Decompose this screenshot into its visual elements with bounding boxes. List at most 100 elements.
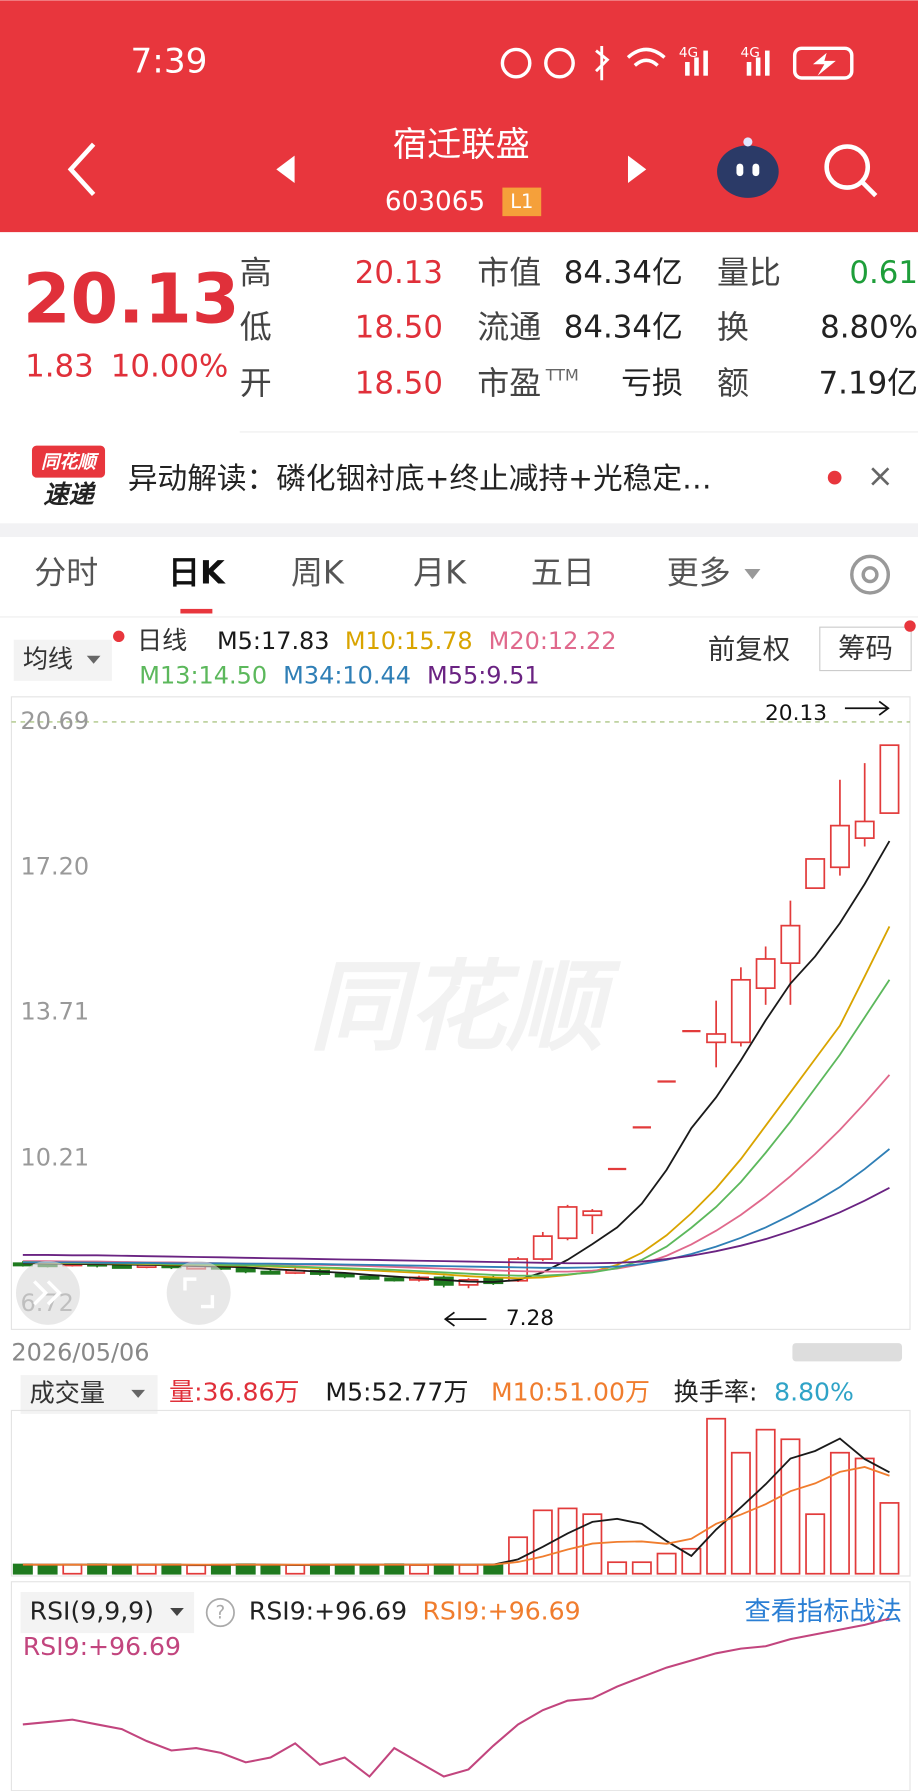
volume-label: 量:36.86万 — [169, 1377, 300, 1406]
y-tick-label: 17.20 — [21, 852, 90, 880]
y-tick-label: 20.69 — [21, 707, 90, 735]
status-time: 7:39 — [131, 42, 208, 82]
tab[interactable]: 五日 — [531, 554, 595, 592]
fullscreen-button[interactable] — [166, 1260, 231, 1325]
volume-bar — [334, 1563, 355, 1575]
news-text[interactable]: 异动解读：磷化铟衬底+终止减持+光稳定… — [128, 460, 712, 495]
search-icon — [824, 144, 871, 190]
chips-button[interactable]: 筹码 — [838, 634, 893, 665]
volume-bar — [879, 1502, 900, 1575]
indicator-link[interactable]: 查看指标战法 — [745, 1597, 903, 1627]
stat-value: 8.80% — [820, 310, 918, 346]
volume-bar — [285, 1564, 306, 1575]
candle-body — [384, 1277, 405, 1282]
low-arrow — [443, 1311, 487, 1327]
volume-bar — [607, 1561, 628, 1575]
prev-stock-button[interactable] — [276, 155, 295, 184]
signal-bar — [685, 61, 690, 76]
volume-bar — [780, 1438, 801, 1575]
volume-bar — [730, 1451, 751, 1575]
next-stock-button[interactable] — [627, 155, 647, 184]
dropdown-arrow — [131, 1389, 146, 1398]
watermark: 同花顺 — [309, 951, 621, 1065]
signal-bar — [765, 50, 770, 76]
tab[interactable]: 月K — [413, 554, 467, 592]
candle-body — [879, 744, 900, 814]
legend-entry: M34:10.44 — [283, 661, 411, 689]
help[interactable]: ? — [216, 1603, 226, 1624]
ma-line — [22, 1186, 890, 1265]
stats-grid: 高 20.13 市值 84.34亿 量比 0.61 低 18.50 流通 84.34亿换 8.80%… — [240, 253, 918, 402]
turnover-value: 8.80% — [774, 1377, 854, 1406]
robot-eye — [736, 163, 744, 177]
dot — [113, 630, 125, 643]
volume-bar — [458, 1564, 479, 1575]
rsi-title[interactable]: RSI(9,9,9) — [30, 1597, 154, 1626]
volume-bar — [755, 1428, 776, 1575]
news-logo: 同花顺 — [41, 452, 99, 473]
candle-body — [854, 820, 875, 839]
date: 2026/05/06 — [11, 1338, 149, 1366]
search-button[interactable] — [824, 144, 878, 198]
search-icon — [860, 180, 878, 198]
stat-value: 18.50 — [355, 366, 443, 402]
volume-bar — [483, 1563, 504, 1575]
volume-bar — [557, 1507, 578, 1575]
change-pct: 10.00% — [111, 348, 229, 384]
stat-label: 流通 — [477, 308, 541, 346]
volume-bar — [309, 1563, 330, 1575]
rsi-select-bg[interactable] — [20, 1591, 195, 1634]
rsi-label: RSI9:+96.69 — [249, 1597, 407, 1626]
change: 1.83 — [25, 348, 94, 384]
robot-eye — [752, 163, 760, 177]
volume-title[interactable]: 成交量 — [30, 1378, 105, 1407]
ma-select[interactable]: 均线 — [23, 644, 73, 673]
volume-bar — [681, 1547, 702, 1575]
volume-bar — [829, 1451, 850, 1575]
volume-bar — [161, 1563, 182, 1575]
robot-antenna — [743, 137, 753, 147]
volume: M5:52.77万 M10:51.00万 — [12, 1377, 900, 1575]
signal-bar — [755, 57, 761, 76]
scroll-indicator — [792, 1343, 903, 1362]
robot-head — [717, 145, 779, 198]
tab[interactable]: 周K — [291, 554, 345, 592]
candle-body — [730, 978, 751, 1044]
stat-label: 市盈 — [477, 364, 541, 402]
high-arrow — [844, 700, 890, 716]
stat-value: 亏损 — [621, 366, 683, 402]
chips-button-bg[interactable] — [819, 626, 912, 672]
candle-body — [755, 958, 776, 990]
kline: M5:17.83 M10:15.78 M20:12.22 M13:14.50 M34:1… — [12, 627, 900, 1317]
network-label: 4G — [740, 45, 759, 61]
rsi: RSI9:+96.69 — [22, 1617, 890, 1778]
wifi-icon — [626, 47, 666, 67]
volume-select-bg[interactable] — [20, 1375, 158, 1414]
tab[interactable]: 日K — [168, 554, 226, 592]
dropdown-arrow — [744, 568, 761, 580]
volume-bar — [210, 1563, 231, 1575]
legend-entry: M20:12.22 — [489, 627, 617, 655]
back-button[interactable] — [67, 142, 96, 196]
assistant-button[interactable] — [717, 137, 779, 198]
unread-dot — [827, 470, 842, 485]
news-close[interactable]: × — [867, 457, 894, 495]
gear-icon — [850, 554, 891, 595]
tab[interactable]: 分时 — [34, 554, 98, 592]
volume-bar — [111, 1564, 132, 1575]
status-icons: 4G 4G — [500, 45, 854, 81]
signal-bar — [746, 61, 752, 76]
settings-button[interactable] — [850, 554, 891, 595]
adjust[interactable]: 前复权 — [708, 635, 790, 666]
stat-value: 84.34亿 — [564, 310, 683, 346]
volume-bar — [87, 1563, 108, 1575]
fullscreen-icon — [183, 1277, 215, 1309]
badge: L1 — [510, 190, 533, 213]
tab[interactable]: 更多 — [667, 554, 731, 592]
help-circle[interactable] — [205, 1597, 235, 1628]
legend-entry: M10:51.00万 — [491, 1377, 650, 1406]
signal-bar — [703, 50, 708, 76]
kline-frame — [10, 696, 911, 1330]
